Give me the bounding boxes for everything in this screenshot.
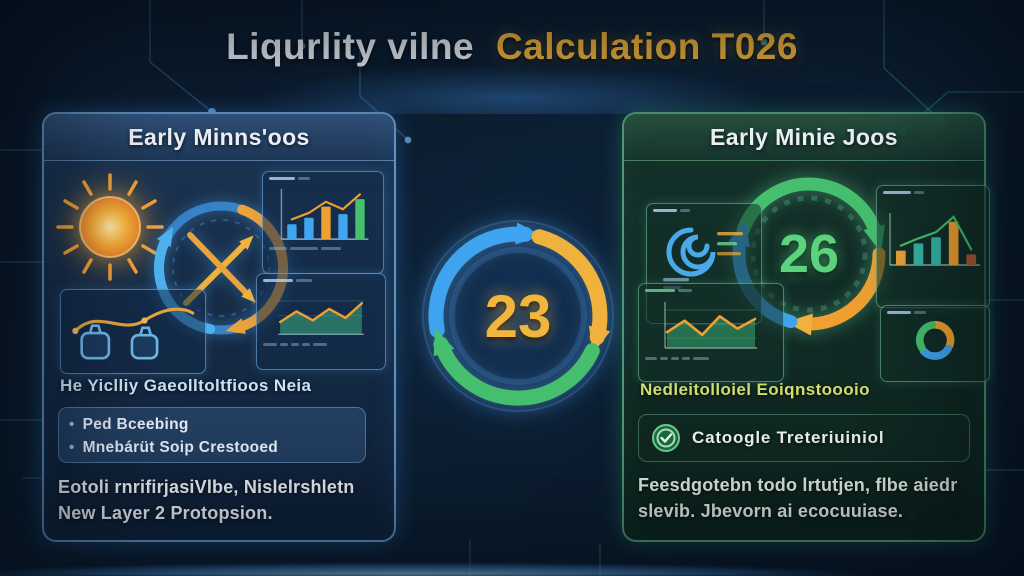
- left-card-graphics: [44, 161, 394, 374]
- line-chart-panel: [256, 273, 386, 370]
- right-line-chart-panel: [638, 283, 784, 382]
- panel-title-dashes: [263, 279, 379, 282]
- right-card-footer: Feesdgotebn todo lrtutjen, flbe aiedr sl…: [638, 472, 974, 524]
- left-card-footer: Eotoli rnrifirjasiVlbe, Nislelrshletn Ne…: [58, 474, 384, 526]
- panel-title-dashes: [887, 311, 983, 314]
- panel-title-dashes: [645, 289, 777, 292]
- cycle-arc-green: [433, 328, 600, 406]
- bar-chart-panel: [262, 171, 384, 274]
- sun-icon: [56, 173, 164, 281]
- panel-footer-dashes: [263, 343, 379, 346]
- tri-swirl-icon: [916, 320, 955, 360]
- right-cycle-value: 26: [778, 224, 840, 284]
- right-card-graphics: 26: [624, 161, 990, 382]
- right-card-badge: Catoogle Treteriuiniol: [638, 414, 970, 462]
- footer-line-2: New Layer 2 Protopsion.: [58, 503, 273, 523]
- panel-title-dashes: [653, 209, 755, 212]
- right-line-chart: [664, 302, 757, 349]
- bullet-item: • Mnebárüt Soip Crestooed: [69, 436, 355, 459]
- title-gold-part: Calculation T026: [495, 26, 798, 67]
- bottom-glow: [0, 563, 1024, 576]
- center-cycle-value: 23: [484, 283, 552, 350]
- line-chart: [278, 300, 364, 335]
- title-glow: [232, 34, 792, 114]
- right-card: Early Minie Joos 26: [622, 112, 990, 542]
- wallets-flow-icon: [72, 307, 195, 360]
- panel-title-dashes: [269, 177, 377, 180]
- bullet-dot: •: [69, 439, 75, 456]
- right-bar-chart: [889, 213, 980, 266]
- right-bar-chart-panel: [876, 185, 990, 308]
- panel-footer-dashes: [645, 357, 777, 360]
- footer-line-1: Eotoli rnrifirjasiVlbe, Nislelrshletn: [58, 477, 355, 497]
- footer-line-2: slevib. Jbevorn ai ecocuuiase.: [638, 501, 904, 521]
- bullet-dot: •: [69, 416, 75, 433]
- bar-chart: [280, 188, 369, 240]
- footer-line-1: Feesdgotebn todo lrtutjen, flbe aiedr: [638, 475, 958, 495]
- panel-footer-dashes: [269, 247, 377, 250]
- left-card-subheading: He Yiclliy Gaeolltoltfioos Neia: [60, 376, 312, 395]
- cycle-arc-blue: [428, 222, 543, 338]
- bullet-label: Mnebárüt Soip Crestooed: [82, 438, 279, 456]
- badge-check-icon: [652, 424, 680, 452]
- bullet-label: Ped Bceebing: [82, 415, 189, 433]
- right-card-header: Early Minie Joos: [624, 114, 984, 161]
- left-card-header: Early Minns'oos: [44, 114, 394, 161]
- page-title: Liqurlity vilne Calculation T026: [0, 26, 1024, 68]
- wallets-panel: [60, 289, 206, 374]
- center-cycle-arrows: [422, 220, 614, 412]
- bullet-item: • Ped Bceebing: [69, 413, 355, 436]
- badge-label: Catoogle Treteriuiniol: [692, 428, 885, 447]
- left-card: Early Minns'oos: [42, 112, 396, 542]
- left-card-bullet-box: • Ped Bceebing • Mnebárüt Soip Crestooed: [58, 407, 366, 463]
- center-cycle: 23: [388, 176, 648, 460]
- tri-swirl-panel: [880, 305, 990, 382]
- title-white-part: Liqurlity vilne: [226, 26, 475, 67]
- cycle-arc-gold: [531, 229, 611, 354]
- right-card-subheading: Nedleitolloiel Eoiqnstoooio: [640, 380, 870, 399]
- panel-title-dashes: [883, 191, 983, 194]
